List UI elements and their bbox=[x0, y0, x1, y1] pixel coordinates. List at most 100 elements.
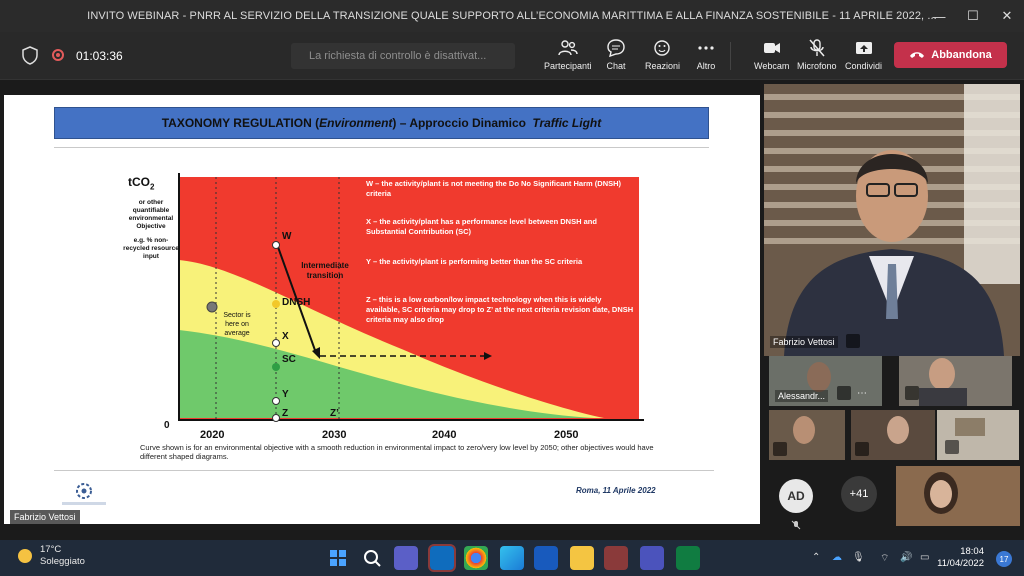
y-axis-title: tCO2 bbox=[128, 175, 154, 191]
outlook-icon[interactable] bbox=[428, 544, 456, 572]
label-w: W bbox=[282, 231, 292, 242]
slide-title-part: TAXONOMY REGULATION ( bbox=[161, 116, 320, 130]
webcam-label: Webcam bbox=[754, 61, 790, 71]
onedrive-icon[interactable]: ☁ bbox=[832, 552, 842, 563]
leave-button[interactable]: Abbandona bbox=[894, 42, 1007, 68]
shield-icon[interactable] bbox=[22, 46, 38, 65]
clock-time: 18:04 bbox=[960, 546, 984, 557]
volume-icon[interactable]: 🔊 bbox=[900, 552, 913, 563]
label-sc: SC bbox=[282, 354, 296, 365]
notification-badge[interactable]: 17 bbox=[996, 551, 1012, 567]
x-tick-label: 2030 bbox=[322, 429, 347, 441]
people-icon bbox=[558, 40, 578, 56]
participant-tile[interactable] bbox=[769, 410, 845, 460]
control-request-field[interactable]: La richiesta di controllo è disattivat..… bbox=[291, 43, 515, 69]
presenter-name-chip: Fabrizio Vettosi bbox=[10, 510, 80, 524]
more-label: Altro bbox=[696, 61, 716, 71]
intermediate-arrow bbox=[277, 246, 317, 354]
participant-face bbox=[929, 358, 955, 390]
more-icon bbox=[698, 46, 714, 50]
slide-footer-divider bbox=[54, 470, 714, 471]
point-dnsh bbox=[272, 300, 280, 308]
wifi-icon[interactable]: ⌔ bbox=[880, 553, 890, 564]
slide-footer: Roma, 11 Aprile 2022 bbox=[576, 486, 656, 495]
y-axis-zero: 0 bbox=[164, 420, 170, 431]
chat-button[interactable]: Chat bbox=[606, 38, 626, 78]
excel-icon[interactable] bbox=[676, 546, 700, 570]
minimize-button[interactable]: — bbox=[932, 8, 946, 24]
point-z bbox=[272, 414, 280, 422]
participants-button[interactable]: Partecipanti bbox=[544, 38, 592, 78]
participant-face bbox=[930, 480, 952, 508]
word-icon[interactable] bbox=[534, 546, 558, 570]
close-button[interactable]: ✕ bbox=[1001, 8, 1013, 23]
meeting-timer: 01:03:36 bbox=[76, 49, 123, 63]
more-participants-button[interactable]: +41 bbox=[841, 476, 877, 512]
label-x: X bbox=[282, 331, 289, 342]
clock[interactable]: 18:04 11/04/2022 bbox=[937, 546, 984, 570]
recording-icon bbox=[52, 49, 64, 61]
slide-divider bbox=[54, 147, 709, 148]
x-tick-label: 2040 bbox=[432, 429, 457, 441]
reactions-button[interactable]: Reazioni bbox=[645, 38, 680, 78]
y-axis-note: or other quantifiable environmental Obje… bbox=[128, 199, 174, 230]
y-axis-example: e.g. % non-recycled resource input bbox=[123, 237, 179, 260]
sun-icon bbox=[18, 549, 32, 563]
microphone-label: Microfono bbox=[797, 61, 837, 71]
participant-tile[interactable] bbox=[851, 410, 935, 460]
battery-icon[interactable]: ▭ bbox=[920, 552, 930, 563]
mic-off-icon bbox=[773, 442, 787, 456]
slide-caption: Curve shown is for an environmental obje… bbox=[140, 443, 654, 461]
window-title: INVITO WEBINAR - PNRR AL SERVIZIO DELLA … bbox=[87, 10, 937, 22]
label-dnsh: DNSH bbox=[282, 297, 311, 308]
maximize-button[interactable]: ☐ bbox=[967, 8, 979, 23]
mic-tray-icon[interactable]: 🎙 bbox=[852, 552, 865, 563]
file-explorer-icon[interactable] bbox=[570, 546, 594, 570]
label-z: Z bbox=[282, 408, 289, 419]
participant-tile[interactable]: Alessandr... ⋯ bbox=[769, 356, 882, 406]
sector-label: Sector is here on average bbox=[223, 312, 251, 337]
weather-widget[interactable]: 17°C Soleggiato bbox=[18, 544, 85, 568]
chat-label: Chat bbox=[606, 61, 626, 71]
slide-title-part: Traffic Light bbox=[532, 116, 602, 130]
toolbar-divider bbox=[730, 42, 731, 70]
more-options-icon[interactable]: ⋯ bbox=[857, 388, 867, 399]
legend-x: X – the activity/plant has a performance… bbox=[366, 217, 597, 236]
tray-chevron-icon[interactable]: ⌃ bbox=[812, 552, 821, 563]
participant-tile[interactable] bbox=[937, 410, 1019, 460]
mic-off-icon bbox=[855, 442, 869, 456]
x-tick-label: 2020 bbox=[200, 429, 225, 441]
y-axis-title-text: tCO bbox=[128, 175, 150, 189]
presenter-image bbox=[764, 84, 1020, 356]
dashed-arrow-head bbox=[484, 352, 492, 360]
participant-tile[interactable] bbox=[896, 466, 1020, 526]
start-icon[interactable] bbox=[326, 546, 350, 570]
search-icon[interactable] bbox=[360, 546, 384, 570]
shared-slide: TAXONOMY REGULATION (Environment) – Appr… bbox=[4, 95, 760, 524]
mic-off-icon bbox=[945, 440, 959, 454]
participant-tile[interactable] bbox=[899, 356, 1012, 406]
point-x bbox=[272, 339, 280, 347]
teams-icon[interactable] bbox=[640, 546, 664, 570]
sector-point bbox=[206, 301, 218, 313]
share-button[interactable]: Condividi bbox=[845, 38, 882, 78]
presenter-video[interactable]: Fabrizio Vettosi bbox=[764, 84, 1020, 356]
participant-face bbox=[807, 362, 831, 392]
participant-avatar[interactable]: AD bbox=[779, 479, 813, 513]
more-button[interactable]: Altro bbox=[696, 38, 716, 78]
mic-off-icon bbox=[809, 39, 825, 57]
label-y: Y bbox=[282, 389, 289, 400]
camera-icon bbox=[763, 43, 780, 53]
webcam-button[interactable]: Webcam bbox=[754, 38, 789, 78]
label-z-prime: Z’ bbox=[330, 408, 339, 419]
taskbar: 17°C Soleggiato ⌃ ☁ 🎙 ⌔ 🔊 ▭ 18:04 11/04/… bbox=[0, 540, 1024, 576]
logo-caption bbox=[62, 502, 106, 505]
organization-logo-icon bbox=[76, 483, 92, 499]
teams-chat-icon[interactable] bbox=[394, 546, 418, 570]
edge-icon[interactable] bbox=[500, 546, 524, 570]
microphone-button[interactable]: Microfono bbox=[797, 38, 837, 78]
presenter-mic-off-icon bbox=[846, 334, 860, 348]
chrome-icon[interactable] bbox=[464, 546, 488, 570]
snipping-tool-icon[interactable] bbox=[604, 546, 628, 570]
mic-off-icon bbox=[905, 386, 919, 400]
